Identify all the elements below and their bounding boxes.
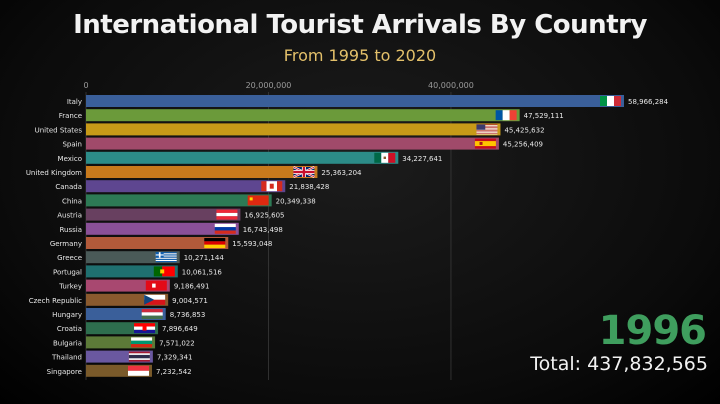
- value-label: 16,743,498: [243, 226, 283, 234]
- russia-flag: [214, 223, 236, 234]
- china-flag: [247, 195, 269, 206]
- category-label: Italy: [67, 98, 82, 106]
- category-label: Singapore: [47, 368, 82, 376]
- bar: [86, 137, 499, 150]
- chart-title: International Tourist Arrivals By Countr…: [73, 10, 647, 40]
- category-label: Austria: [57, 212, 82, 220]
- value-label: 8,736,853: [170, 311, 206, 319]
- uk-flag: [292, 166, 315, 178]
- category-label: Bulgaria: [53, 339, 82, 347]
- greece-flag: [155, 252, 177, 263]
- category-label: United States: [35, 126, 83, 134]
- usa-flag: [476, 124, 498, 135]
- value-label: 34,227,641: [402, 155, 442, 163]
- bar: [86, 180, 286, 193]
- category-label: Canada: [55, 183, 82, 191]
- bar: [86, 166, 318, 178]
- singapore-flag: [127, 365, 149, 376]
- value-label: 58,966,284: [628, 98, 669, 106]
- value-label: 10,061,516: [182, 268, 223, 276]
- france-flag: [495, 110, 517, 121]
- thailand-flag: [128, 351, 150, 362]
- bar: [86, 222, 239, 235]
- austria-flag: [216, 209, 238, 220]
- category-label: Croatia: [57, 325, 82, 333]
- turkey-flag: [145, 280, 167, 291]
- value-label: 16,925,605: [244, 212, 284, 220]
- x-tick-label: 40,000,000: [428, 81, 474, 90]
- value-label: 7,896,649: [162, 325, 198, 333]
- chart-subtitle: From 1995 to 2020: [283, 46, 437, 65]
- value-label: 45,425,632: [504, 126, 544, 134]
- total-label: Total: 437,832,565: [530, 353, 708, 375]
- czech-flag: [144, 294, 166, 305]
- bar: [86, 109, 520, 122]
- bar: [86, 151, 399, 164]
- bar: [86, 123, 501, 136]
- category-label: Greece: [57, 254, 82, 262]
- category-label: Thailand: [51, 354, 82, 362]
- value-label: 25,363,204: [321, 169, 362, 177]
- value-label: 9,004,571: [172, 297, 208, 305]
- value-label: 7,329,341: [157, 354, 193, 362]
- portugal-flag: [153, 266, 175, 277]
- year-label: 1996: [598, 308, 707, 354]
- value-label: 7,232,542: [156, 368, 192, 376]
- mexico-flag: [374, 152, 396, 163]
- category-label: France: [59, 112, 82, 120]
- bar: [86, 194, 272, 207]
- value-label: 9,186,491: [174, 283, 210, 291]
- category-label: Russia: [59, 226, 82, 234]
- category-label: Czech Republic: [29, 297, 82, 305]
- value-label: 15,593,048: [232, 240, 272, 248]
- value-label: 7,571,022: [159, 339, 195, 347]
- category-label: Spain: [62, 141, 82, 149]
- value-label: 10,271,144: [184, 254, 225, 262]
- category-label: Germany: [50, 240, 82, 248]
- category-label: China: [62, 197, 82, 205]
- x-tick-label: 20,000,000: [246, 81, 292, 90]
- category-label: Portugal: [53, 268, 82, 276]
- value-label: 47,529,111: [524, 112, 564, 120]
- value-label: 21,838,428: [289, 183, 329, 191]
- x-tick-label: 0: [83, 81, 88, 90]
- italy-flag: [600, 96, 621, 106]
- category-label: Hungary: [52, 311, 82, 319]
- value-label: 45,256,409: [503, 141, 543, 149]
- bar: [86, 95, 624, 107]
- value-label: 20,349,338: [276, 197, 316, 205]
- spain-flag: [474, 138, 496, 149]
- bar: [86, 237, 229, 249]
- bar: [86, 208, 241, 221]
- hungary-flag: [141, 309, 163, 319]
- category-label: United Kingdom: [26, 169, 82, 177]
- bulgaria-flag: [131, 337, 153, 348]
- germany-flag: [204, 238, 226, 248]
- category-label: Mexico: [58, 155, 82, 163]
- croatia-flag: [134, 323, 156, 334]
- canada-flag: [261, 181, 283, 192]
- category-label: Turkey: [58, 283, 82, 291]
